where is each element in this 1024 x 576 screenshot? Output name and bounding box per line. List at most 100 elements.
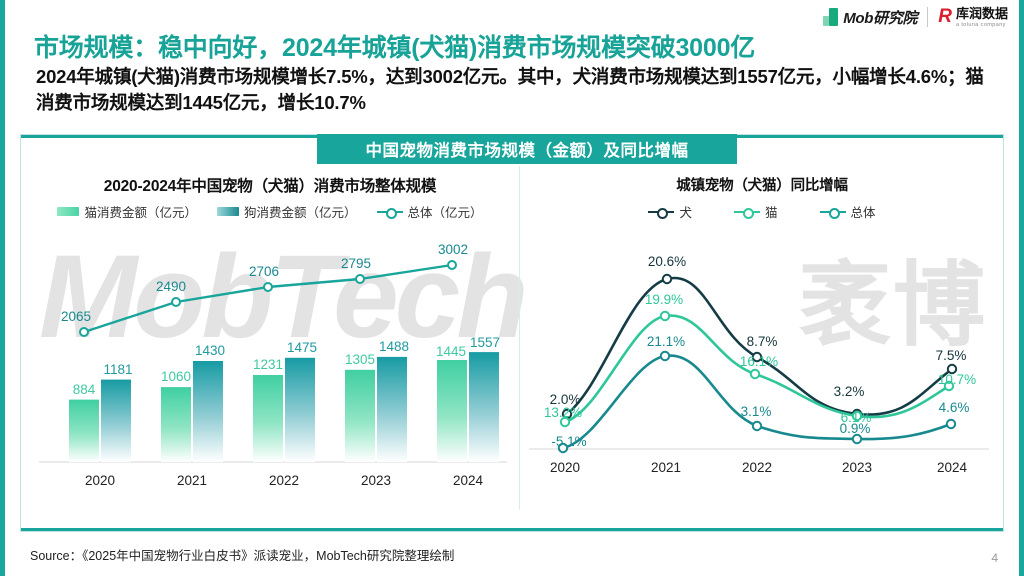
right-chart-pane: 城镇宠物（犬猫）同比增幅 犬 猫 总体	[519, 138, 1005, 528]
total-label-2024: 3002	[438, 242, 468, 257]
dog-bar-2020	[101, 379, 131, 462]
dog-bar-2022	[285, 357, 315, 462]
chart-band-title: 中国宠物消费市场规模（金额）及同比增幅	[317, 134, 737, 164]
cat-bar-2021	[161, 387, 191, 462]
total-growth-label-2023: 0.9%	[840, 421, 871, 436]
total-label-2020: 2065	[61, 309, 91, 324]
kurun-logo-en: a toluna company	[955, 21, 1006, 28]
x-label-2021: 2021	[177, 473, 207, 488]
legend-label-total: 总体（亿元）	[407, 206, 483, 220]
cat-bar-2020	[69, 399, 99, 462]
cat-bar-2024	[437, 360, 467, 462]
dog-bar-label-2024: 1557	[470, 335, 500, 350]
cat-growth-markers	[559, 310, 955, 428]
total-growth-label-2022: 3.1%	[741, 404, 772, 419]
right-chart-title: 城镇宠物（犬猫）同比增幅	[676, 178, 848, 194]
x-label-right-2023: 2023	[842, 460, 872, 475]
total-growth-label-2021: 21.1%	[647, 334, 685, 349]
bar-group-2023: 1305 1488	[345, 339, 409, 462]
total-growth-marker-icon	[819, 207, 846, 219]
kurun-logo-cn: 库润数据	[955, 6, 1008, 21]
cat-growth-label-2020: 13.2%	[544, 405, 582, 420]
dog-growth-label-2020: 2.0%	[550, 392, 581, 407]
legend-item-total-line: 总体	[819, 202, 876, 221]
left-chart-legend: 猫消费金额（亿元） 狗消费金额（亿元） 总体（亿元）	[21, 202, 519, 221]
cat-growth-label-2022: 16.1%	[740, 354, 778, 369]
dog-bar-2023	[377, 356, 407, 462]
legend-label-cat-line: 猫	[764, 206, 778, 220]
dog-growth-label-2024: 7.5%	[936, 348, 967, 363]
bar-group-2024: 1445 1557	[436, 335, 500, 462]
x-label-2022: 2022	[269, 473, 299, 488]
left-chart-pane: 2020-2024年中国宠物（犬猫）消费市场整体规模 猫消费金额（亿元） 狗消费…	[21, 138, 519, 528]
cat-bar-label-2022: 1231	[253, 357, 283, 372]
right-chart-legend: 犬 猫 总体	[519, 202, 1005, 221]
x-label-2023: 2023	[361, 473, 391, 488]
x-label-right-2020: 2020	[550, 460, 580, 475]
x-label-right-2024: 2024	[937, 460, 968, 475]
kurun-logo: R 库润数据 a toluna company	[938, 6, 1008, 29]
cat-bar-label-2024: 1445	[436, 344, 466, 359]
chart-card: 中国宠物消费市场规模（金额）及同比增幅 MobTech 袤博 2020-2024…	[20, 134, 1004, 532]
chart-panes: 2020-2024年中国宠物（犬猫）消费市场整体规模 猫消费金额（亿元） 狗消费…	[21, 138, 1003, 528]
pane-divider	[519, 166, 520, 510]
legend-label-cat: 猫消费金额（亿元）	[84, 206, 197, 220]
mob-logo-icon	[823, 8, 839, 27]
mob-logo: Mob研究院	[823, 7, 918, 28]
total-growth-line	[561, 354, 953, 450]
cat-growth-line	[563, 314, 951, 424]
legend-item-dog: 狗消费金额（亿元）	[216, 202, 357, 221]
cat-line-marker-icon	[733, 207, 760, 219]
bar-group-2020: 884 1181	[69, 362, 133, 462]
dog-growth-line	[565, 276, 954, 416]
mob-logo-text: Mob研究院	[843, 9, 918, 27]
left-chart-title: 2020-2024年中国宠物（犬猫）消费市场整体规模	[103, 178, 437, 195]
dog-growth-label-2021: 20.6%	[648, 254, 686, 269]
dog-bar-label-2023: 1488	[379, 339, 409, 354]
left-chart-plot: 884 1181 1060 1430 1231	[21, 234, 519, 502]
x-label-right-2022: 2022	[742, 460, 772, 475]
total-label-2021: 2490	[156, 279, 186, 294]
bar-group-2021: 1060 1430	[161, 343, 225, 462]
page-number: 4	[991, 551, 998, 565]
cat-growth-label-2024: 10.7%	[938, 372, 976, 387]
total-line-marker-icon	[376, 207, 403, 219]
total-growth-label-2020: -5.1%	[551, 434, 586, 449]
legend-item-cat-line: 猫	[733, 202, 778, 221]
cat-growth-label-2021: 19.9%	[645, 292, 683, 307]
legend-label-total-line: 总体	[850, 206, 876, 220]
dog-bar-label-2020: 1181	[103, 362, 132, 377]
cat-bar-label-2020: 884	[73, 382, 96, 397]
card-bottom-accent	[21, 528, 1003, 531]
dog-bar-2021	[193, 361, 223, 462]
total-growth-label-2024: 4.6%	[939, 400, 970, 415]
left-chart-svg: 884 1181 1060 1430 1231	[39, 242, 507, 488]
cat-bar-label-2023: 1305	[345, 352, 375, 367]
total-label-2023: 2795	[341, 256, 371, 271]
legend-label-dog: 狗消费金额（亿元）	[243, 206, 357, 220]
left-edge-accent	[0, 0, 5, 576]
legend-item-cat: 猫消费金额（亿元）	[57, 202, 197, 221]
source-note: Source：《2025年中国宠物行业白皮书》派读宠业，MobTech研究院整理…	[30, 549, 455, 563]
cat-bar-label-2021: 1060	[161, 369, 191, 384]
kurun-logo-text: 库润数据 a toluna company	[956, 6, 1008, 29]
right-edge-accent	[1019, 0, 1024, 576]
bar-group-2022: 1231 1475	[253, 340, 317, 462]
page-subtitle: 2024年城镇(犬猫)消费市场规模增长7.5%，达到3002亿元。其中，犬消费市…	[36, 66, 984, 114]
dog-bar-2024	[469, 352, 499, 462]
dog-bar-label-2021: 1430	[195, 343, 225, 358]
x-label-2024: 2024	[453, 473, 484, 488]
total-line-markers	[79, 260, 457, 337]
legend-label-dog-line: 犬	[679, 206, 692, 220]
legend-item-dog-line: 犬	[648, 202, 692, 221]
cat-growth-label-2023: 6.1%	[841, 410, 872, 425]
kurun-r-icon: R	[938, 6, 952, 28]
cat-swatch-icon	[57, 207, 80, 216]
dog-growth-label-2022: 8.7%	[747, 334, 778, 349]
brand-logos: Mob研究院 R 库润数据 a toluna company	[823, 6, 1008, 29]
legend-item-total: 总体（亿元）	[376, 202, 483, 221]
total-label-2022: 2706	[249, 264, 279, 279]
total-growth-markers	[557, 350, 957, 454]
dog-line-marker-icon	[648, 207, 675, 219]
right-chart-svg: 2.0% 20.6% 8.7% 3.2% 7.5% 13.2% 19.9% 16…	[529, 254, 989, 475]
